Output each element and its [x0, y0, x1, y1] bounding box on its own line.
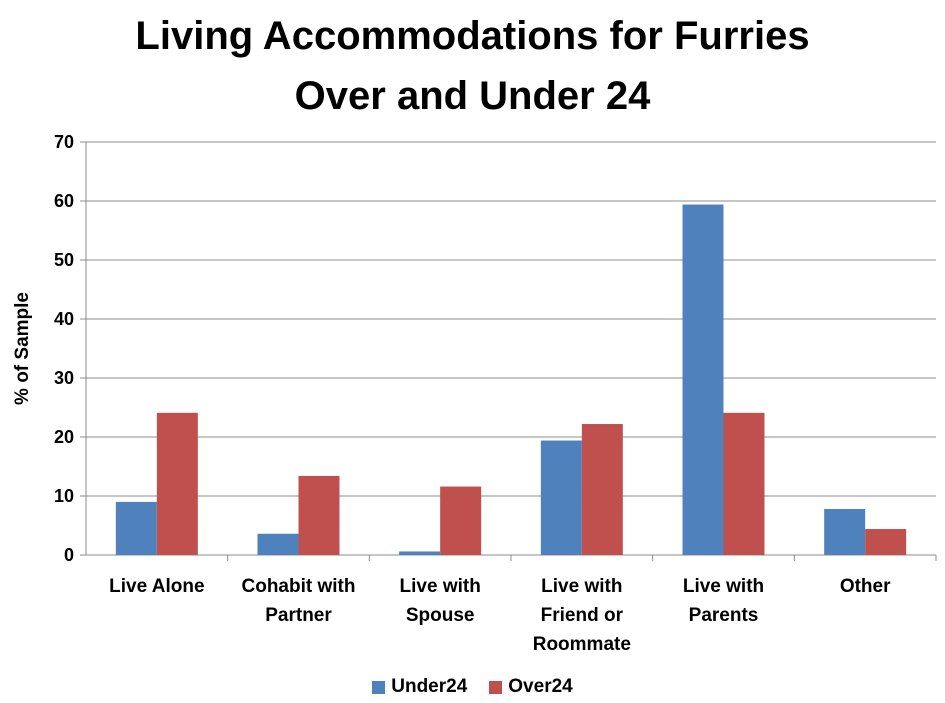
x-category-label: Live Alone [109, 576, 204, 597]
legend-label-under24: Under24 [391, 676, 468, 697]
legend-swatch-over24 [489, 680, 503, 694]
y-tick-label: 70 [54, 132, 74, 152]
bar-over24 [440, 486, 482, 555]
x-category-label: Live with [400, 576, 481, 597]
x-category-label: Live with [683, 576, 764, 597]
chart-title: Living Accommodations for Furries Over a… [0, 6, 945, 126]
bar-over24 [581, 424, 623, 555]
bar-chart: 0 10 20 30 40 50 60 70 % of Sample Live Alone Coha… [12, 132, 937, 655]
x-category-label: Roommate [533, 634, 631, 655]
y-axis-title: % of Sample [12, 292, 33, 405]
bar-under24 [399, 551, 441, 555]
legend-item-under24: Under24 [372, 676, 467, 698]
y-tick-label: 20 [54, 427, 74, 447]
legend-label-over24: Over24 [508, 676, 573, 697]
chart-title-line-2: Over and Under 24 [294, 74, 651, 118]
bar-under24 [824, 508, 866, 555]
x-category-label: Other [840, 576, 891, 597]
legend-item-over24: Over24 [489, 676, 573, 698]
bar-over24 [298, 475, 340, 555]
bar-under24 [682, 204, 724, 556]
x-category-label: Cohabit with [242, 576, 356, 597]
x-category-label: Partner [265, 605, 332, 626]
y-tick-label: 50 [54, 250, 74, 270]
x-category-label: Spouse [406, 605, 475, 626]
bar-over24 [156, 412, 198, 555]
y-tick-label: 10 [54, 486, 74, 506]
bar-over24 [865, 529, 907, 555]
bar-under24 [540, 440, 582, 555]
bar-over24 [723, 412, 765, 555]
x-category-label: Friend or [541, 605, 624, 626]
x-category-label: Parents [689, 605, 759, 626]
legend: Under24 Over24 [0, 675, 945, 699]
x-category-label: Live with [541, 576, 622, 597]
bar-under24 [115, 501, 157, 555]
y-tick-label: 60 [54, 191, 74, 211]
legend-swatch-under24 [372, 680, 386, 694]
y-tick-label: 0 [64, 545, 74, 565]
y-tick-label: 30 [54, 368, 74, 388]
chart-title-line-1: Living Accommodations for Furries [135, 14, 810, 58]
bar-under24 [257, 533, 299, 555]
y-tick-label: 40 [54, 309, 74, 329]
